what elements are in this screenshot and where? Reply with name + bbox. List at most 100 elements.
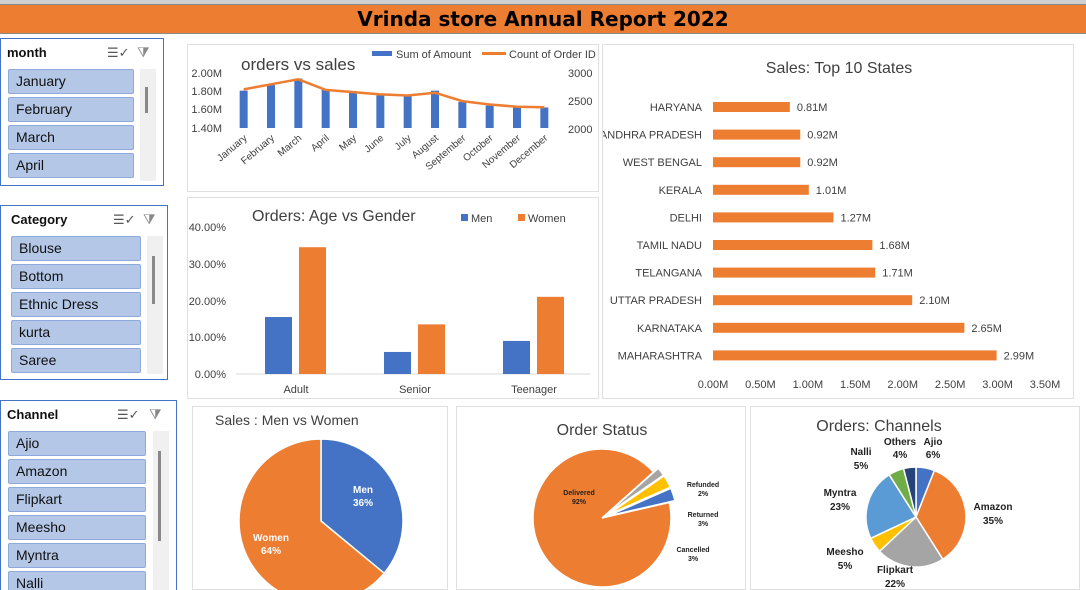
state-bar — [713, 322, 965, 333]
y-left-tick: 1.40M — [191, 123, 222, 135]
x-tick-label: 0.00M — [698, 379, 729, 391]
slice-value-flipkart: 22% — [885, 579, 905, 590]
x-tick-label: 0.50M — [745, 379, 776, 391]
clear-filter-icon[interactable]: ⧩ — [137, 44, 150, 60]
slicer-item-february[interactable]: February — [8, 97, 134, 122]
sheet-column-header — [0, 0, 1086, 4]
slicer-item-march[interactable]: March — [8, 125, 134, 150]
category-slicer-scrollbar[interactable] — [147, 236, 163, 374]
state-label: HARYANA — [650, 102, 703, 114]
x-tick-label: Teenager — [511, 384, 557, 396]
multi-select-icon[interactable]: ☰✓ — [113, 212, 136, 227]
channels-chart[interactable]: Orders: Channels Ajio 6% Amazon 35% Flip… — [750, 406, 1080, 590]
bar-men — [265, 317, 292, 374]
state-label: TAMIL NADU — [637, 240, 702, 252]
state-label: UTTAR PRADESH — [610, 295, 702, 307]
month-slicer-title: month — [7, 45, 47, 60]
chart-title: orders vs sales — [241, 55, 355, 74]
sales-bar — [294, 78, 303, 128]
slice-label-men: Men — [353, 485, 373, 496]
scrollbar-thumb[interactable] — [152, 256, 155, 304]
legend-men: Men — [471, 213, 492, 225]
clear-filter-icon[interactable]: ⧩ — [149, 406, 162, 422]
legend-orders: Count of Order ID — [509, 49, 596, 61]
legend-swatch-orders — [482, 52, 506, 55]
state-bar — [713, 102, 790, 112]
channels-slice-amazon — [915, 469, 967, 561]
slicer-item-kurta[interactable]: kurta — [11, 320, 141, 345]
orders-vs-sales-svg: orders vs sales Sum of Amount Count of O… — [191, 49, 596, 173]
slice-label-amazon: Amazon — [974, 502, 1013, 513]
legend-swatch-women — [518, 214, 525, 221]
slice-value-ajio: 6% — [926, 450, 941, 461]
scrollbar-thumb[interactable] — [158, 451, 161, 541]
slicer-item-bottom[interactable]: Bottom — [11, 264, 141, 289]
bar-men — [384, 351, 411, 374]
month-slicer-scrollbar[interactable] — [140, 69, 156, 181]
slice-label-delivered: Delivered — [563, 490, 595, 497]
slicer-item-ethnic-dress[interactable]: Ethnic Dress — [11, 292, 141, 317]
slicer-item-amazon[interactable]: Amazon — [8, 459, 146, 484]
sales-bar — [540, 107, 549, 128]
x-tick-label: April — [309, 133, 331, 154]
x-tick-label: 2.50M — [935, 379, 966, 391]
state-value-label: 1.71M — [882, 268, 913, 280]
order-status-slice-cancelled — [607, 487, 676, 517]
chart-title: Sales: Top 10 States — [766, 60, 912, 77]
slicer-item-meesho[interactable]: Meesho — [8, 515, 146, 540]
men-women-slice-men — [320, 438, 404, 575]
slicer-item-myntra[interactable]: Myntra — [8, 543, 146, 568]
multi-select-icon[interactable]: ☰✓ — [117, 407, 140, 422]
sales-bar — [458, 101, 467, 128]
y-tick: 40.00% — [189, 222, 227, 234]
slice-value-meesho: 5% — [838, 561, 853, 572]
slicer-item-saree[interactable]: Saree — [11, 348, 141, 373]
slice-label-women: Women — [253, 533, 289, 544]
state-bar — [713, 267, 876, 278]
channels-slice-others — [902, 466, 917, 518]
chart-title: Orders: Channels — [816, 418, 941, 435]
legend-swatch-amount — [372, 51, 392, 56]
men-women-slice-women — [238, 438, 386, 590]
state-value-label: 0.92M — [807, 157, 838, 169]
state-label: TELANGANA — [635, 268, 702, 280]
channel-slicer-scrollbar[interactable] — [153, 431, 169, 590]
channel-slicer: Channel ☰✓ ⧩ Ajio Amazon Flipkart Meesho… — [0, 400, 177, 590]
slice-label-flipkart: Flipkart — [877, 565, 914, 576]
state-value-label: 2.99M — [1004, 350, 1035, 362]
x-tick-label: 3.50M — [1030, 379, 1061, 391]
y-left-tick: 1.60M — [191, 104, 222, 116]
y-right-tick: 2000 — [568, 124, 592, 136]
legend-swatch-men — [461, 214, 468, 221]
chart-title: Order Status — [557, 422, 648, 439]
men-women-chart[interactable]: Sales : Men vs Women Men 36% Women 64% — [192, 406, 448, 590]
order-status-slice-refunded — [606, 467, 665, 515]
state-bar — [713, 157, 801, 168]
report-title: Vrinda store Annual Report 2022 — [357, 7, 729, 31]
slice-label-refunded: Refunded — [687, 482, 719, 489]
slicer-item-january[interactable]: January — [8, 69, 134, 94]
y-right-tick: 2500 — [568, 96, 592, 108]
slicer-item-april[interactable]: April — [8, 153, 134, 178]
top-states-chart[interactable]: Sales: Top 10 States HARYANA 0.81M ANDHRA … — [600, 44, 1074, 399]
state-value-label: 1.01M — [816, 185, 847, 197]
age-gender-chart[interactable]: Orders: Age vs Gender Men Women 40.00% 3… — [187, 197, 599, 399]
slicer-item-flipkart[interactable]: Flipkart — [8, 487, 146, 512]
category-slicer-title: Category — [11, 212, 68, 227]
clear-filter-icon[interactable]: ⧩ — [143, 211, 156, 227]
orders-vs-sales-chart[interactable]: orders vs sales Sum of Amount Count of O… — [187, 44, 599, 192]
scrollbar-thumb[interactable] — [145, 87, 148, 113]
slice-value-myntra: 23% — [830, 502, 850, 513]
order-status-slice-returned — [606, 474, 672, 516]
slice-value-amazon: 35% — [983, 516, 1003, 527]
sales-bar — [485, 105, 494, 128]
order-status-chart[interactable]: Order Status Delivered 92% Refunded 2% R… — [456, 406, 746, 590]
slice-value-others: 4% — [893, 450, 908, 461]
slicer-item-nalli[interactable]: Nalli — [8, 571, 146, 590]
slicer-item-ajio[interactable]: Ajio — [8, 431, 146, 456]
channels-svg: Orders: Channels Ajio 6% Amazon 35% Flip… — [816, 418, 1013, 590]
sales-bar — [239, 90, 248, 128]
multi-select-icon[interactable]: ☰✓ — [107, 45, 130, 60]
sales-bar — [267, 85, 275, 128]
slicer-item-blouse[interactable]: Blouse — [11, 236, 141, 261]
